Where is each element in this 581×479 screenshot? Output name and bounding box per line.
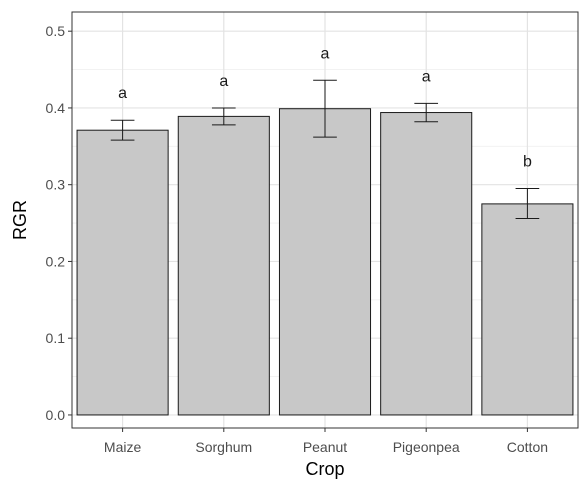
error-bars (110, 79, 540, 219)
bar-peanut (278, 108, 372, 416)
significance-labels: a a a a b (118, 45, 532, 170)
bar-cotton (481, 203, 574, 416)
y-tick-label: 0.0 (46, 407, 66, 423)
x-tick-label: Maize (104, 439, 142, 455)
y-tick-label: 0.3 (46, 177, 66, 193)
x-axis: Maize Sorghum Peanut Pigeonpea Cotton (104, 428, 548, 455)
significance-label-peanut: a (321, 45, 330, 62)
significance-label-pigeonpea: a (422, 68, 431, 85)
x-tick-label: Sorghum (195, 439, 252, 455)
y-tick-label: 0.1 (46, 330, 66, 346)
y-tick-label: 0.4 (46, 100, 66, 116)
y-axis-title: RGR (10, 200, 30, 240)
y-tick-label: 0.2 (46, 253, 66, 269)
y-tick-label: 0.5 (46, 23, 66, 39)
error-bar-pigeonpea (414, 102, 439, 123)
bars (76, 108, 574, 416)
bar-pigeonpea (380, 112, 473, 416)
x-tick-label: Pigeonpea (393, 439, 460, 455)
error-bar-maize (110, 119, 135, 141)
x-tick-label: Cotton (507, 439, 548, 455)
error-bar-peanut (313, 79, 337, 138)
bar-maize (76, 129, 169, 416)
significance-label-sorghum: a (219, 73, 228, 90)
significance-label-cotton: b (523, 154, 532, 171)
x-axis-title: Crop (305, 459, 344, 479)
error-bar-cotton (515, 188, 540, 219)
error-bar-sorghum (211, 107, 236, 126)
bar-sorghum (177, 115, 270, 416)
y-axis: 0.0 0.1 0.2 0.3 0.4 0.5 (46, 23, 72, 423)
significance-label-maize: a (118, 85, 127, 102)
x-tick-label: Peanut (303, 439, 347, 455)
